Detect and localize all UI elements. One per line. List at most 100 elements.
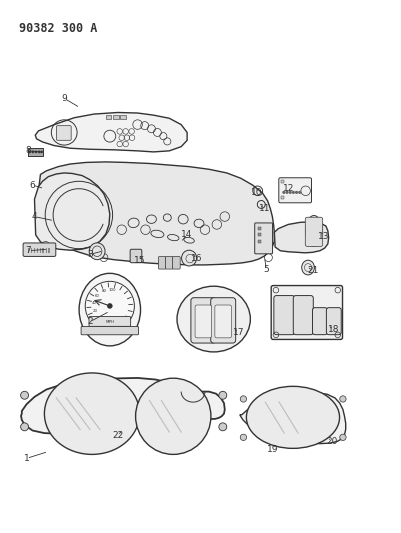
Circle shape <box>282 191 285 194</box>
Text: 8: 8 <box>26 147 31 155</box>
FancyBboxPatch shape <box>172 256 180 269</box>
Text: 12: 12 <box>282 184 293 193</box>
Bar <box>48 247 50 253</box>
Text: 17: 17 <box>232 328 244 337</box>
FancyBboxPatch shape <box>278 178 311 203</box>
Polygon shape <box>239 393 345 443</box>
Polygon shape <box>21 378 224 434</box>
Ellipse shape <box>135 378 211 455</box>
Text: 3: 3 <box>87 250 93 259</box>
Circle shape <box>41 151 43 153</box>
Circle shape <box>294 191 298 194</box>
Text: 20: 20 <box>325 437 337 446</box>
Bar <box>280 196 284 199</box>
Ellipse shape <box>79 273 140 346</box>
Text: MPH: MPH <box>105 320 114 324</box>
FancyBboxPatch shape <box>304 217 322 246</box>
Text: 22: 22 <box>112 431 123 440</box>
Circle shape <box>298 191 301 194</box>
Text: 80: 80 <box>101 289 107 293</box>
Polygon shape <box>35 112 186 152</box>
FancyBboxPatch shape <box>190 298 215 343</box>
FancyBboxPatch shape <box>273 296 294 335</box>
Circle shape <box>218 391 226 399</box>
Text: 21: 21 <box>306 266 318 275</box>
Ellipse shape <box>44 373 139 455</box>
Bar <box>257 233 261 236</box>
Ellipse shape <box>181 250 196 266</box>
Ellipse shape <box>89 243 105 260</box>
Text: 18: 18 <box>327 325 339 334</box>
Text: 4: 4 <box>32 212 37 221</box>
Polygon shape <box>273 222 328 253</box>
Polygon shape <box>36 162 273 265</box>
Bar <box>257 240 261 243</box>
Text: 15: 15 <box>134 256 145 265</box>
Text: 6: 6 <box>30 181 35 190</box>
FancyBboxPatch shape <box>158 256 166 269</box>
Circle shape <box>28 151 31 153</box>
Circle shape <box>38 151 41 153</box>
Circle shape <box>85 281 134 330</box>
Bar <box>30 247 32 253</box>
Bar <box>105 115 111 119</box>
FancyBboxPatch shape <box>194 305 211 338</box>
FancyBboxPatch shape <box>89 317 130 326</box>
Circle shape <box>339 396 345 402</box>
Text: 9: 9 <box>61 94 67 103</box>
Circle shape <box>107 303 112 309</box>
Text: 10: 10 <box>250 188 261 197</box>
Text: 5: 5 <box>263 264 269 273</box>
Circle shape <box>240 396 246 402</box>
Text: 13: 13 <box>317 231 329 240</box>
Text: 14: 14 <box>181 230 192 239</box>
Text: 19: 19 <box>267 445 278 454</box>
Bar <box>45 247 47 253</box>
Text: 1: 1 <box>24 454 29 463</box>
Circle shape <box>32 151 34 153</box>
FancyBboxPatch shape <box>81 327 138 335</box>
Circle shape <box>20 423 28 431</box>
Circle shape <box>240 434 246 440</box>
FancyBboxPatch shape <box>23 243 56 256</box>
FancyBboxPatch shape <box>293 296 312 335</box>
Circle shape <box>35 151 37 153</box>
FancyBboxPatch shape <box>210 298 235 343</box>
FancyBboxPatch shape <box>57 126 71 140</box>
Text: 100: 100 <box>109 288 116 292</box>
Text: 11: 11 <box>258 204 269 213</box>
Text: 20: 20 <box>92 309 97 313</box>
Ellipse shape <box>246 386 339 448</box>
Circle shape <box>218 423 226 431</box>
Bar <box>113 115 118 119</box>
FancyBboxPatch shape <box>312 308 326 335</box>
Circle shape <box>339 434 345 440</box>
Bar <box>37 247 38 253</box>
Bar <box>257 227 261 230</box>
FancyBboxPatch shape <box>130 249 142 263</box>
FancyBboxPatch shape <box>215 305 231 338</box>
Ellipse shape <box>301 260 314 275</box>
Ellipse shape <box>305 215 322 246</box>
Circle shape <box>20 391 28 399</box>
Circle shape <box>285 191 288 194</box>
Bar <box>43 247 44 253</box>
Bar <box>34 247 35 253</box>
Circle shape <box>291 191 294 194</box>
Circle shape <box>288 191 291 194</box>
Bar <box>40 247 41 253</box>
FancyBboxPatch shape <box>271 286 342 340</box>
Bar <box>280 180 284 183</box>
Text: 40: 40 <box>91 301 97 305</box>
FancyBboxPatch shape <box>165 256 172 269</box>
FancyBboxPatch shape <box>326 308 340 335</box>
Text: 7: 7 <box>26 246 31 255</box>
Polygon shape <box>34 173 109 250</box>
Bar <box>28 148 43 156</box>
FancyBboxPatch shape <box>254 223 272 254</box>
Ellipse shape <box>176 286 250 352</box>
Text: 60: 60 <box>95 294 100 298</box>
Text: 90382 300 A: 90382 300 A <box>18 22 97 35</box>
Bar <box>28 247 29 253</box>
Text: 16: 16 <box>191 254 202 263</box>
